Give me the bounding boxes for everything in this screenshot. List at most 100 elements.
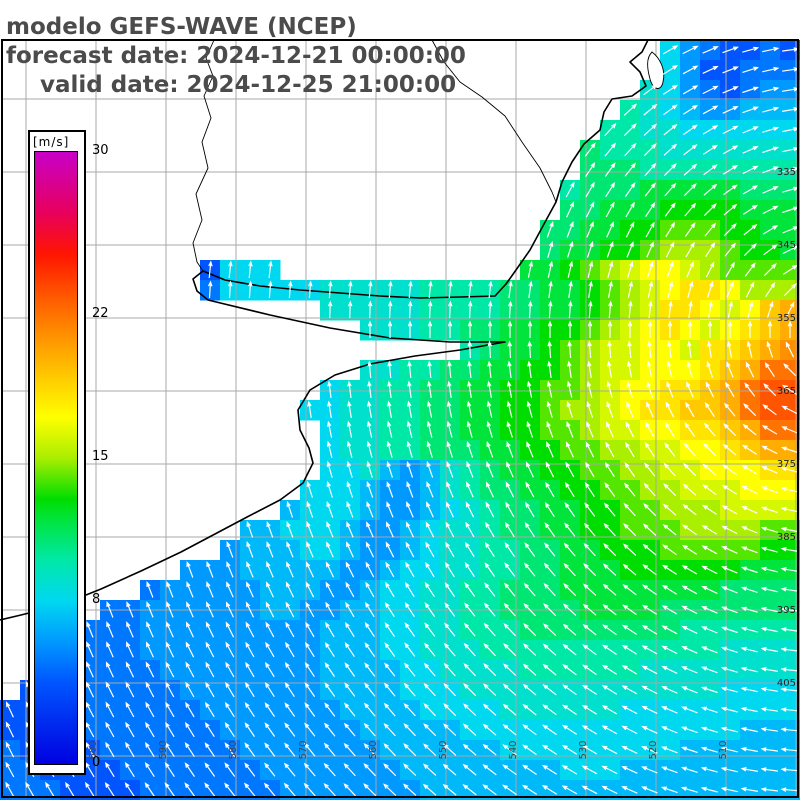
wind-arrow bbox=[482, 744, 497, 756]
wind-arrow bbox=[525, 461, 534, 478]
wind-arrow bbox=[546, 441, 554, 458]
wind-arrow bbox=[383, 722, 396, 737]
wind-arrow bbox=[85, 701, 95, 718]
wind-arrow bbox=[701, 525, 718, 535]
wind-arrow bbox=[742, 165, 759, 175]
wind-arrow bbox=[780, 607, 798, 612]
wind-arrow bbox=[601, 705, 618, 715]
wind-arrow bbox=[185, 621, 194, 638]
wind-arrow bbox=[626, 380, 633, 398]
wind-arrow bbox=[345, 601, 355, 618]
wind-arrow bbox=[681, 706, 698, 714]
wind-arrow bbox=[507, 320, 513, 338]
wind-arrow bbox=[505, 501, 515, 518]
wind-arrow bbox=[303, 762, 316, 777]
wind-arrow bbox=[681, 585, 698, 595]
wind-arrow bbox=[384, 662, 396, 677]
wind-arrow bbox=[601, 684, 618, 695]
wind-arrow bbox=[204, 742, 215, 757]
wind-arrow bbox=[722, 46, 739, 54]
wind-arrow bbox=[546, 421, 554, 438]
wind-arrow bbox=[681, 686, 698, 694]
wind-arrow bbox=[462, 784, 477, 796]
wind-arrow bbox=[364, 621, 375, 638]
wind-arrow bbox=[383, 682, 396, 697]
wind-arrow bbox=[363, 783, 377, 797]
wind-arrow bbox=[602, 624, 617, 636]
wind-arrow bbox=[324, 702, 336, 717]
wind-arrow bbox=[467, 320, 473, 338]
wind-arrow bbox=[463, 642, 476, 657]
wind-arrow bbox=[426, 501, 434, 518]
wind-arrow bbox=[104, 761, 115, 778]
wind-arrow bbox=[284, 742, 296, 757]
wind-arrow bbox=[568, 300, 573, 319]
wind-arrow bbox=[642, 604, 658, 615]
wind-arrow bbox=[427, 380, 432, 398]
colorbar-tick-label: 30 bbox=[92, 143, 109, 158]
wind-arrow bbox=[248, 260, 253, 279]
wind-arrow bbox=[325, 621, 335, 638]
wind-arrow bbox=[427, 320, 433, 338]
wind-arrow bbox=[624, 142, 637, 157]
wind-arrow bbox=[781, 426, 798, 434]
wind-arrow bbox=[564, 502, 576, 517]
wind-arrow bbox=[442, 783, 457, 796]
wind-arrow bbox=[601, 785, 618, 795]
wind-arrow bbox=[542, 724, 557, 736]
wind-arrow bbox=[586, 380, 593, 398]
wind-arrow bbox=[84, 781, 95, 798]
wind-arrow bbox=[25, 781, 35, 798]
wind-arrow bbox=[364, 662, 376, 677]
wind-arrow bbox=[543, 603, 557, 617]
wind-arrow bbox=[264, 682, 275, 698]
wind-arrow bbox=[503, 643, 517, 657]
wind-arrow bbox=[725, 381, 735, 398]
wind-arrow bbox=[403, 743, 417, 757]
wind-arrow bbox=[721, 546, 738, 554]
wind-arrow bbox=[445, 521, 455, 538]
wind-arrow bbox=[740, 767, 759, 772]
wind-arrow bbox=[783, 283, 797, 297]
lon-label: 570 bbox=[298, 740, 309, 759]
wind-arrow bbox=[463, 683, 477, 697]
wind-arrow bbox=[442, 763, 457, 776]
wind-arrow bbox=[703, 183, 718, 196]
wind-arrow bbox=[705, 261, 715, 278]
wind-arrow bbox=[700, 746, 718, 753]
wind-arrow bbox=[206, 561, 214, 578]
wind-arrow bbox=[244, 701, 255, 718]
wind-arrow bbox=[506, 420, 513, 438]
wind-arrow bbox=[588, 280, 593, 298]
wind-arrow bbox=[406, 440, 413, 458]
wind-arrow bbox=[621, 624, 638, 635]
wind-arrow bbox=[723, 423, 737, 437]
wind-arrow bbox=[722, 86, 739, 94]
wind-arrow bbox=[425, 541, 435, 558]
wind-arrow bbox=[743, 403, 757, 417]
wind-arrow bbox=[581, 765, 598, 775]
wind-arrow bbox=[586, 221, 594, 238]
wind-arrow bbox=[425, 561, 435, 578]
wind-arrow bbox=[284, 661, 295, 678]
wind-arrow bbox=[544, 502, 555, 518]
wind-arrow bbox=[684, 422, 696, 437]
wind-arrow bbox=[524, 562, 536, 577]
wind-arrow bbox=[762, 106, 780, 113]
wind-arrow bbox=[205, 661, 215, 678]
wind-arrow bbox=[567, 360, 572, 378]
wind-arrow bbox=[641, 705, 658, 714]
map-frame bbox=[1, 39, 799, 798]
wind-arrow bbox=[444, 561, 455, 578]
wind-arrow bbox=[585, 161, 596, 178]
wind-arrow bbox=[482, 723, 497, 736]
wind-arrow bbox=[165, 641, 175, 658]
wind-arrow bbox=[306, 480, 313, 498]
wind-arrow bbox=[468, 280, 473, 299]
wind-arrow bbox=[504, 542, 515, 557]
wind-arrow bbox=[426, 420, 433, 438]
wind-arrow bbox=[225, 641, 235, 658]
wind-arrow bbox=[725, 261, 735, 278]
wind-arrow bbox=[486, 441, 494, 458]
wind-arrow bbox=[744, 382, 756, 397]
